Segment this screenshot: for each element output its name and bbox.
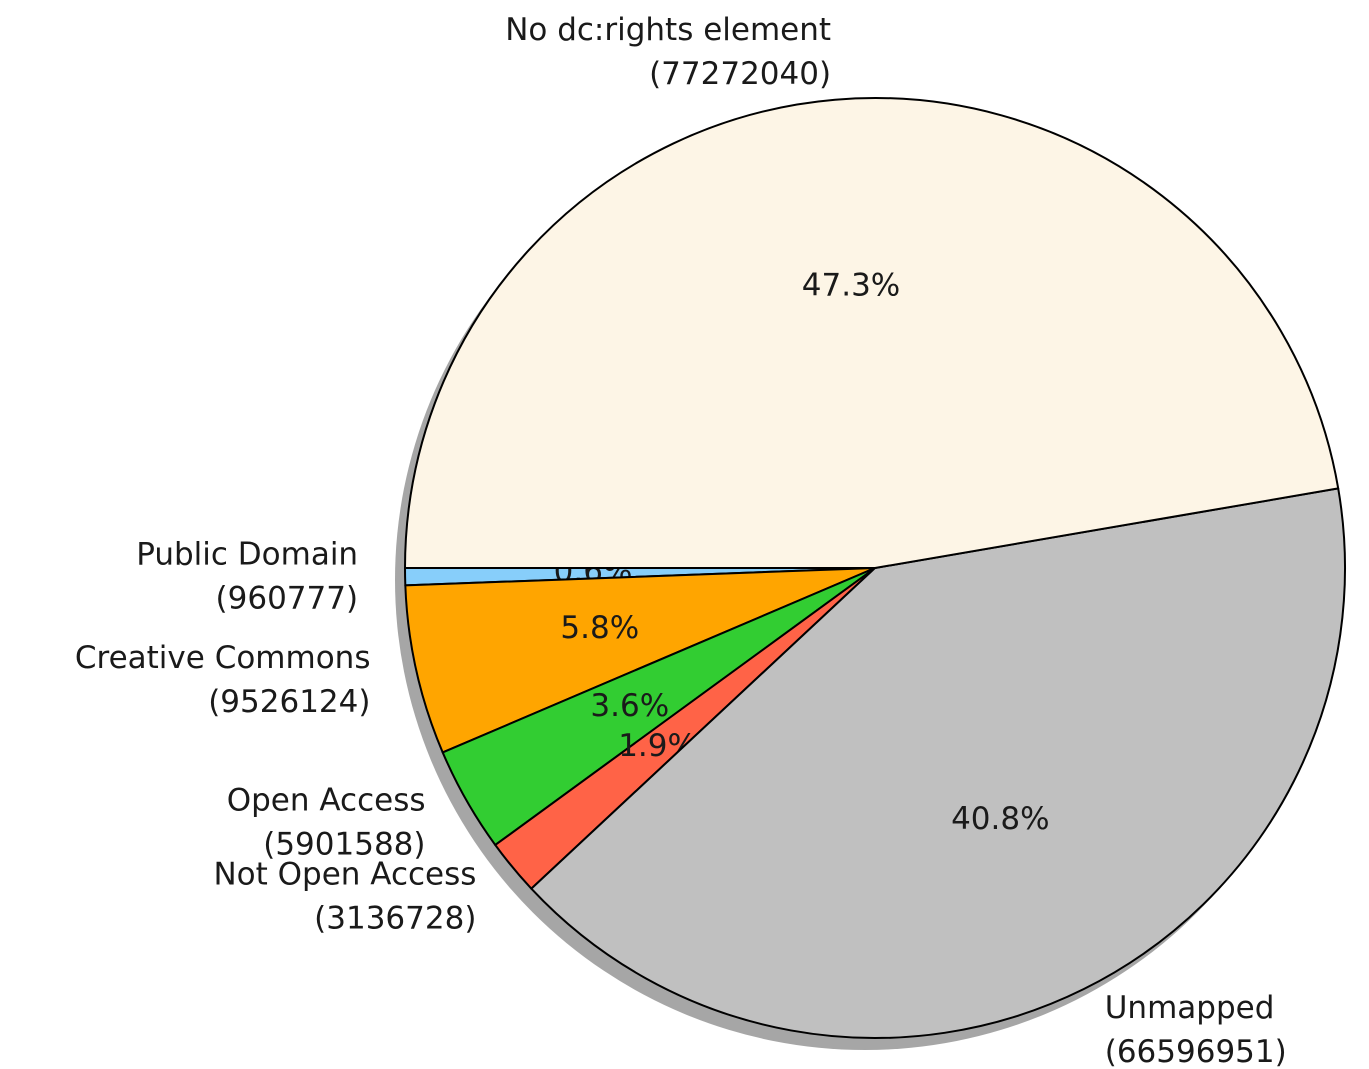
value-label: (3136728) — [314, 900, 476, 936]
percent-label: 47.3% — [802, 268, 900, 304]
pie-slice — [530, 487, 1346, 1039]
category-label: Unmapped — [1105, 990, 1275, 1026]
slice-label: Open Access (5901588) — [227, 782, 426, 862]
category-label: Creative Commons — [75, 639, 371, 675]
category-label: No dc:rights element — [505, 11, 831, 47]
slice-label: No dc:rights element (77272040) — [505, 11, 831, 91]
slice-label: Unmapped (66596951) — [1105, 990, 1287, 1069]
value-label: (77272040) — [649, 55, 831, 91]
category-label: Not Open Access — [213, 856, 476, 892]
percent-label: 40.8% — [951, 801, 1049, 837]
pie-slice — [404, 567, 876, 754]
percent-label: 3.6% — [590, 688, 669, 724]
percent-label: 5.8% — [560, 610, 639, 646]
value-label: (9526124) — [208, 683, 370, 719]
slice-label: Public Domain (960777) — [136, 536, 358, 616]
slice-label: Creative Commons (9526124) — [75, 639, 371, 719]
value-label: (5901588) — [263, 826, 425, 862]
value-label: (66596951) — [1105, 1034, 1287, 1069]
category-label: Public Domain — [136, 536, 358, 572]
value-label: (960777) — [216, 580, 359, 616]
slice-label: Not Open Access (3136728) — [213, 856, 476, 936]
category-label: Open Access — [227, 782, 426, 818]
pie-slice — [404, 97, 1340, 569]
